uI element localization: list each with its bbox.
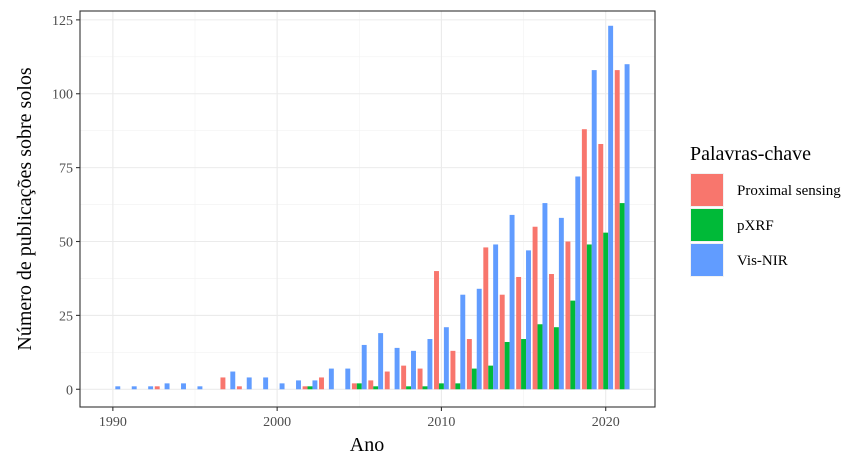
bar: [476, 288, 482, 390]
bar: [586, 244, 592, 390]
bar: [356, 383, 362, 390]
bar: [220, 377, 226, 390]
bar: [499, 294, 505, 390]
bar: [373, 386, 379, 390]
bar: [345, 368, 351, 390]
bar: [565, 241, 571, 390]
bar: [351, 383, 357, 390]
x-axis-ticks: 1990 2000 2010 2020: [99, 407, 620, 430]
x-tick-label: 2000: [263, 415, 291, 430]
panel-border: [79, 10, 656, 408]
y-tick-label: 100: [52, 88, 73, 103]
bar: [263, 377, 269, 390]
legend-swatch: [691, 244, 723, 276]
x-tick-label: 2010: [427, 415, 455, 430]
legend-label: Vis-NIR: [737, 253, 788, 269]
bar: [516, 276, 522, 390]
bar: [488, 365, 494, 390]
bar: [450, 350, 456, 390]
bar: [509, 214, 515, 390]
bar: [608, 25, 614, 390]
bar: [438, 383, 444, 390]
bar: [401, 365, 407, 390]
x-tick-label: 2020: [592, 415, 620, 430]
bar: [148, 386, 154, 390]
y-tick-label: 75: [59, 162, 73, 177]
bar: [164, 383, 170, 390]
y-axis-title: Número de publicações sobre solos: [14, 67, 36, 350]
bar: [319, 377, 324, 390]
y-tick-label: 50: [59, 236, 73, 251]
bar: [558, 217, 564, 390]
legend-label: pXRF: [737, 218, 774, 234]
bar: [328, 368, 334, 390]
bar: [154, 386, 160, 390]
bar: [553, 327, 559, 390]
bar: [598, 143, 604, 390]
bar: [197, 386, 203, 390]
bar: [549, 274, 554, 390]
bar: [236, 386, 242, 390]
bar: [603, 232, 609, 390]
bar: [460, 294, 466, 390]
bar: [296, 380, 301, 390]
bar: [466, 339, 472, 390]
x-axis-title: Ano: [350, 434, 384, 455]
bar: [131, 386, 137, 390]
x-tick-label: 1990: [99, 415, 127, 430]
y-axis-ticks: 0 25 50 75 100 125: [52, 14, 80, 398]
bar: [406, 386, 412, 390]
bar: [455, 383, 461, 390]
bar: [230, 371, 236, 390]
bar: [537, 324, 543, 390]
bar: [427, 339, 433, 390]
bar: [493, 244, 499, 390]
bar: [378, 333, 384, 390]
legend-title: Palavras-chave: [690, 143, 811, 165]
bar: [361, 344, 367, 390]
bar: [532, 226, 538, 390]
legend-swatch: [691, 209, 723, 241]
bar: [279, 383, 285, 390]
y-tick-label: 125: [52, 14, 73, 29]
y-tick-label: 0: [66, 383, 73, 398]
bar: [591, 70, 597, 390]
bar: [368, 380, 374, 390]
bar: [384, 371, 390, 390]
bar: [411, 350, 416, 390]
bar: [624, 64, 630, 390]
grid-minor: [80, 11, 655, 407]
bar: [394, 347, 400, 390]
bar: [417, 368, 423, 390]
bar: [443, 327, 449, 390]
bar: [575, 176, 581, 390]
bar: [526, 250, 531, 390]
bar: [307, 386, 313, 390]
bar: [422, 386, 428, 390]
bar: [614, 70, 620, 390]
bar: [246, 377, 252, 390]
bar: [581, 129, 587, 390]
bars: [115, 25, 630, 390]
bar: [542, 203, 548, 390]
bar: [504, 341, 510, 390]
legend-swatch: [691, 174, 723, 206]
bar: [570, 300, 576, 390]
legend-label: Proximal sensing: [737, 183, 841, 199]
bar: [312, 380, 318, 390]
legend: Palavras-chave Proximal sensing pXRF Vis-N…: [690, 143, 841, 277]
bar: [181, 383, 186, 390]
bar: [619, 203, 625, 390]
bar: [521, 339, 527, 390]
bar: [483, 247, 489, 390]
y-tick-label: 25: [59, 309, 73, 324]
bar: [302, 386, 308, 390]
bar: [471, 368, 477, 390]
bar: [434, 271, 439, 390]
bar: [115, 386, 121, 390]
